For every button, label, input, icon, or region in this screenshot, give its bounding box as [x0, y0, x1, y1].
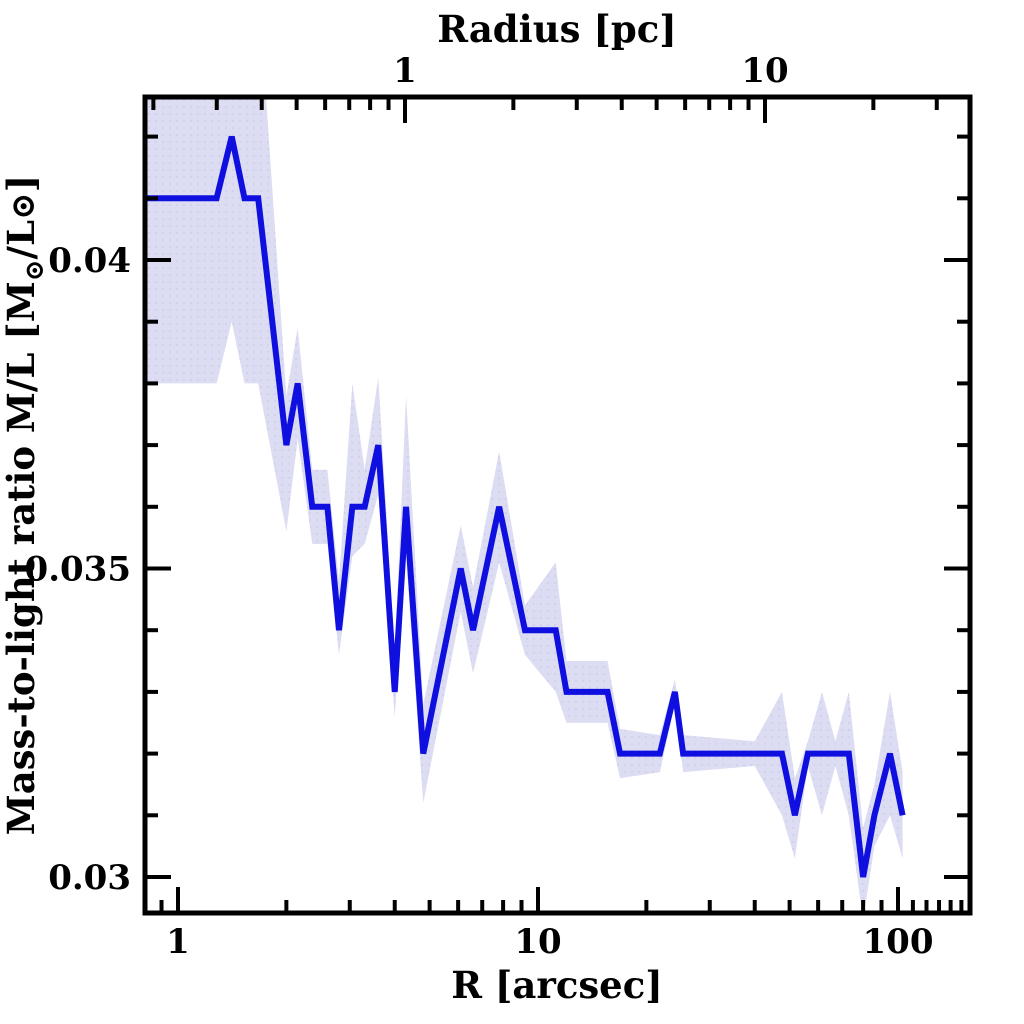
x-tick-label-bottom: 100 — [863, 922, 934, 962]
data-line — [145, 135, 906, 878]
x-tick-label-top: 1 — [393, 51, 417, 91]
top-axis-title: Radius [pc] — [437, 7, 677, 51]
x-tick-label-top: 10 — [741, 51, 788, 91]
x-tick-label-bottom: 1 — [166, 922, 190, 962]
y-tick-label: 0.035 — [25, 550, 131, 590]
y-tick-label: 0.04 — [48, 241, 131, 281]
bottom-axis-title: R [arcsec] — [451, 963, 663, 1007]
y-axis-title: Mass-to-light ratio M/L [M⊙/L⊙] — [0, 175, 50, 835]
y-tick-label: 0.03 — [48, 858, 131, 898]
x-tick-label-bottom: 10 — [514, 922, 561, 962]
